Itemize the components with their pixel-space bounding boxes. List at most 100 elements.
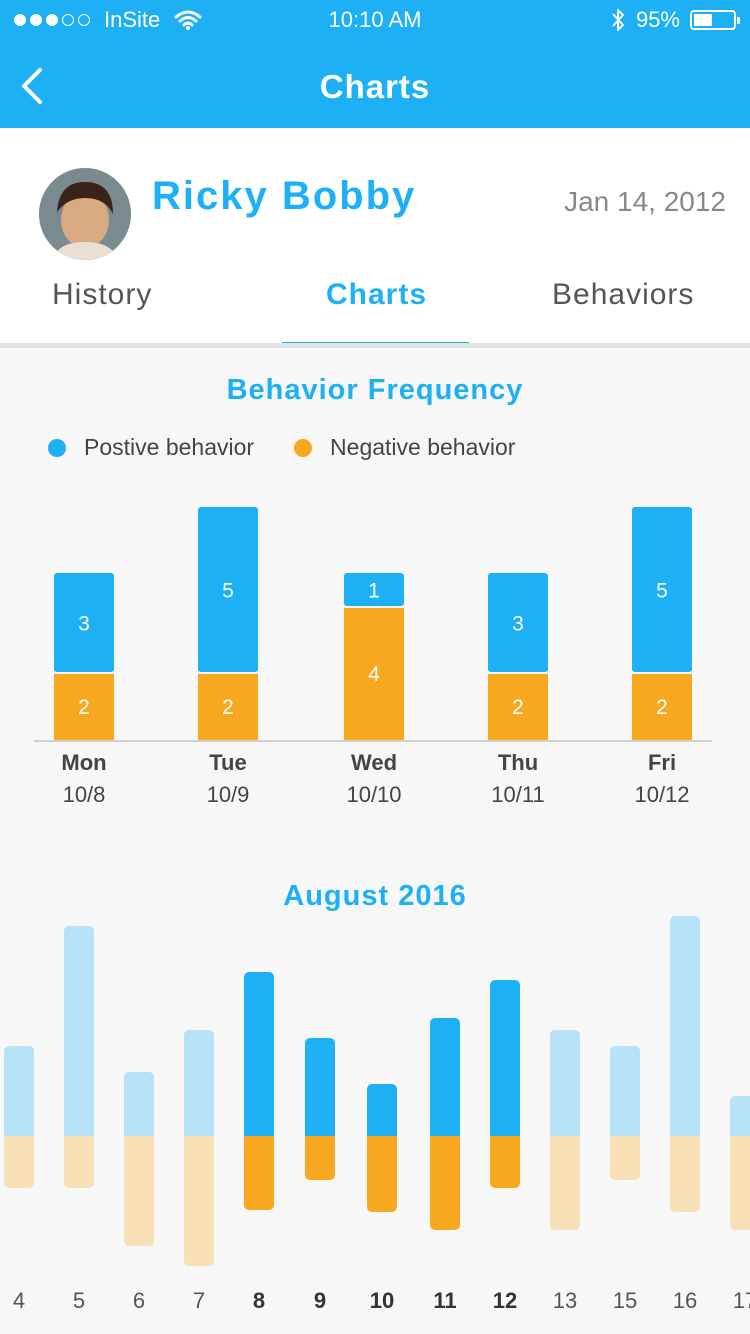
bar-negative[interactable] (198, 674, 258, 740)
tick-label-day: 7 (193, 1288, 205, 1313)
tick-label-day: Thu (498, 750, 538, 775)
bar-positive[interactable] (670, 916, 700, 1144)
bar-positive[interactable] (632, 507, 692, 672)
bar-negative[interactable] (632, 674, 692, 740)
bar-positive-joint (4, 1130, 34, 1136)
bluetooth-icon (612, 9, 624, 31)
bar-label-negative: 2 (222, 696, 234, 719)
bar-negative[interactable] (124, 1130, 154, 1246)
bar-negative-joint (4, 1138, 34, 1144)
bar-negative[interactable] (490, 1130, 520, 1188)
bar-label-positive: 5 (222, 580, 234, 603)
bar-negative-joint (550, 1138, 580, 1144)
bar-negative-joint (305, 1138, 335, 1144)
bar-positive-joint (490, 1130, 520, 1136)
bar-negative-joint (730, 1138, 750, 1144)
bar-positive[interactable] (124, 1072, 154, 1144)
bar-positive-joint (124, 1130, 154, 1136)
bar-positive[interactable] (367, 1084, 397, 1144)
bar-negative[interactable] (244, 1130, 274, 1210)
bar-negative[interactable] (344, 608, 404, 740)
weekly-chart: 3 2 Mon 10/8 5 2 Tue 10/9 1 4 Wed 10/10 3 2 Thu 10/11 5 2… (34, 507, 712, 807)
bar-negative[interactable] (430, 1130, 460, 1230)
bar-negative[interactable] (670, 1130, 700, 1212)
chart-legend: Postive behavior Negative behavior (48, 434, 555, 461)
profile-header: Ricky Bobby Jan 14, 2012 History Charts … (0, 128, 750, 347)
divider (0, 343, 750, 348)
bar-positive[interactable] (64, 926, 94, 1144)
battery-icon (690, 10, 740, 30)
bar-positive[interactable] (198, 507, 258, 672)
bar-label-negative: 2 (78, 696, 90, 719)
bar-label-negative: 4 (368, 663, 380, 686)
bar-negative[interactable] (54, 674, 114, 740)
bar-positive-joint (550, 1130, 580, 1136)
tick-label-day: 12 (493, 1288, 517, 1313)
weekly-chart-title: Behavior Frequency (226, 374, 524, 406)
page-title: Charts (319, 68, 431, 105)
bar-negative[interactable] (730, 1130, 750, 1230)
avatar[interactable] (39, 168, 131, 260)
bar-negative-joint (244, 1138, 274, 1144)
bar-negative[interactable] (550, 1130, 580, 1230)
bar-positive-joint (367, 1130, 397, 1136)
bar-positive[interactable] (305, 1038, 335, 1144)
back-button[interactable] (14, 66, 54, 106)
tick-label-date: 10/11 (491, 782, 544, 807)
bar-positive-joint (184, 1130, 214, 1136)
tick-label-day: 13 (553, 1288, 577, 1313)
tick-label-day: 17 (733, 1288, 750, 1313)
bar-positive[interactable] (488, 573, 548, 672)
bar-positive-joint (244, 1130, 274, 1136)
legend-negative: Negative behavior (294, 434, 515, 461)
bar-negative-joint (610, 1138, 640, 1144)
bar-positive[interactable] (430, 1018, 460, 1144)
bar-positive[interactable] (490, 980, 520, 1144)
tick-label-day: 9 (314, 1288, 326, 1313)
bar-positive-joint (730, 1130, 750, 1136)
bar-positive[interactable] (54, 573, 114, 672)
bar-negative-joint (124, 1138, 154, 1144)
tick-label-day: 4 (13, 1288, 25, 1313)
bar-negative[interactable] (4, 1130, 34, 1188)
bar-positive[interactable] (244, 972, 274, 1144)
bar-positive-joint (610, 1130, 640, 1136)
tab-behaviors[interactable]: Behaviors (552, 278, 695, 311)
bar-label-positive: 3 (512, 613, 524, 636)
bar-positive[interactable] (550, 1030, 580, 1144)
bar-positive-joint (64, 1130, 94, 1136)
bar-positive-joint (430, 1130, 460, 1136)
tick-label-day: 8 (253, 1288, 265, 1313)
bar-negative[interactable] (367, 1130, 397, 1212)
tick-label-date: 10/9 (207, 782, 250, 807)
bar-negative-joint (64, 1138, 94, 1144)
bar-positive[interactable] (4, 1046, 34, 1144)
bar-negative[interactable] (184, 1130, 214, 1266)
tick-label-day: 6 (133, 1288, 145, 1313)
positive-dot-icon (48, 438, 66, 457)
bar-negative[interactable] (610, 1130, 640, 1180)
bar-negative-joint (184, 1138, 214, 1144)
bar-negative[interactable] (488, 674, 548, 740)
bar-positive[interactable] (184, 1030, 214, 1144)
bar-label-negative: 2 (656, 696, 668, 719)
tick-label-date: 10/12 (634, 782, 689, 807)
bar-label-negative: 2 (512, 696, 524, 719)
bar-negative-joint (430, 1138, 460, 1144)
tick-label-day: 11 (433, 1288, 456, 1313)
tab-history[interactable]: History (52, 278, 153, 311)
carrier-label: InSite (104, 7, 161, 32)
battery-percent: 95% (635, 7, 680, 32)
bar-negative[interactable] (64, 1130, 94, 1188)
bar-label-positive: 5 (656, 580, 668, 603)
tick-label-day: Fri (648, 750, 676, 775)
signal-icon (14, 14, 90, 26)
bar-negative[interactable] (305, 1130, 335, 1180)
tick-label-day: Tue (209, 750, 246, 775)
tab-charts[interactable]: Charts (326, 278, 428, 311)
bar-positive[interactable] (610, 1046, 640, 1144)
bar-positive[interactable] (344, 573, 404, 606)
tick-label-day: 15 (613, 1288, 637, 1313)
bar-positive-joint (305, 1130, 335, 1136)
